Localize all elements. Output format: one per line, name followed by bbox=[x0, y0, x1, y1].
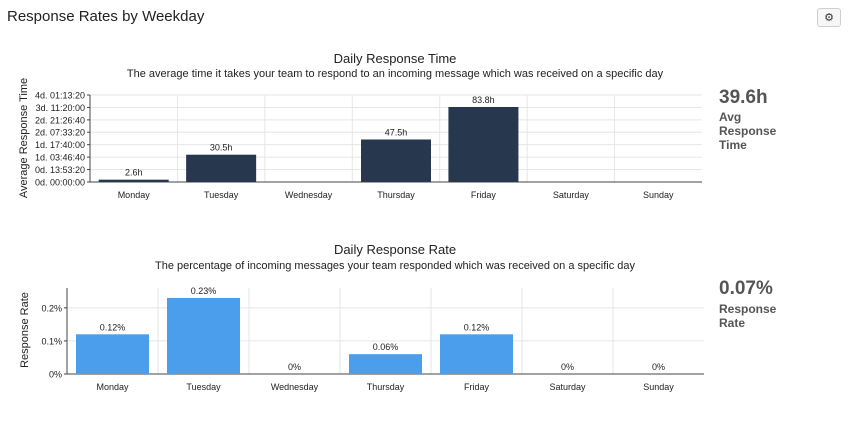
settings-button[interactable]: ⚙ bbox=[817, 8, 841, 27]
x-tick-label: Sunday bbox=[643, 382, 674, 392]
bar bbox=[349, 354, 422, 374]
y-tick-label: 0% bbox=[49, 370, 62, 380]
x-tick-label: Thursday bbox=[377, 190, 415, 200]
avg-response-time-value: 39.6h bbox=[719, 87, 768, 108]
y-tick-label: 4d. 01:13:20 bbox=[35, 91, 85, 101]
data-label: 0.23% bbox=[191, 286, 217, 296]
y-tick-label: 0d. 13:53:20 bbox=[35, 165, 85, 175]
y-tick-label: 1d. 03:46:40 bbox=[35, 153, 85, 163]
page-title: Response Rates by Weekday bbox=[7, 8, 205, 25]
response-rate-label: Response Rate bbox=[719, 302, 777, 330]
x-tick-label: Friday bbox=[471, 190, 497, 200]
data-label: 0.12% bbox=[100, 322, 126, 332]
x-tick-label: Sunday bbox=[643, 190, 674, 200]
response-time-ylabel: Average Response Time bbox=[18, 77, 31, 199]
response-rate-title: Daily Response Rate bbox=[333, 242, 457, 257]
y-tick-label: 0.2% bbox=[41, 303, 62, 313]
data-label: 0% bbox=[288, 362, 301, 372]
data-label: 2.6h bbox=[125, 168, 143, 178]
data-label: 30.5h bbox=[210, 143, 233, 153]
bar bbox=[448, 106, 519, 182]
x-tick-label: Monday bbox=[118, 190, 151, 200]
x-tick-label: Monday bbox=[96, 382, 129, 392]
x-tick-label: Thursday bbox=[367, 382, 405, 392]
data-label: 0.12% bbox=[464, 322, 490, 332]
y-tick-label: 0.1% bbox=[41, 336, 62, 346]
gear-icon: ⚙ bbox=[824, 12, 834, 24]
y-tick-label: 2d. 07:33:20 bbox=[35, 128, 85, 138]
avg-response-time-label: Avg Response Time bbox=[719, 110, 777, 152]
bar bbox=[186, 154, 257, 182]
bar bbox=[361, 139, 431, 182]
x-tick-label: Saturday bbox=[549, 382, 586, 392]
x-tick-label: Wednesday bbox=[271, 382, 319, 392]
bar bbox=[76, 334, 149, 374]
x-tick-label: Tuesday bbox=[186, 382, 221, 392]
response-rate-subtitle: The percentage of incoming messages your… bbox=[155, 260, 635, 272]
response-time-subtitle: The average time it takes your team to r… bbox=[126, 68, 664, 80]
y-tick-label: 2d. 21:26:40 bbox=[35, 115, 85, 125]
response-rate-ylabel: Response Rate bbox=[18, 292, 31, 368]
x-tick-label: Saturday bbox=[553, 190, 590, 200]
y-tick-label: 0d. 00:00:00 bbox=[35, 178, 85, 188]
x-tick-label: Friday bbox=[464, 382, 490, 392]
data-label: 0.06% bbox=[373, 342, 399, 352]
bar bbox=[167, 297, 240, 374]
bar bbox=[98, 179, 169, 182]
x-tick-label: Tuesday bbox=[204, 190, 239, 200]
data-label: 47.5h bbox=[385, 127, 408, 137]
data-label: 0% bbox=[561, 362, 574, 372]
data-label: 0% bbox=[652, 362, 665, 372]
response-rate-value: 0.07% bbox=[719, 278, 773, 299]
y-tick-label: 3d. 11:20:00 bbox=[36, 103, 85, 113]
data-label: 83.8h bbox=[472, 95, 495, 105]
bar bbox=[440, 334, 513, 374]
response-time-title: Daily Response Time bbox=[333, 51, 457, 66]
y-tick-label: 1d. 17:40:00 bbox=[35, 140, 85, 150]
x-tick-label: Wednesday bbox=[285, 190, 333, 200]
